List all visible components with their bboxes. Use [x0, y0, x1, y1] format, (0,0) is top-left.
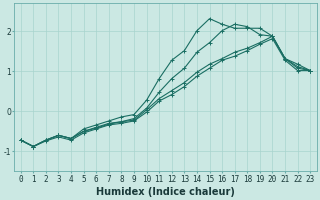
X-axis label: Humidex (Indice chaleur): Humidex (Indice chaleur): [96, 187, 235, 197]
